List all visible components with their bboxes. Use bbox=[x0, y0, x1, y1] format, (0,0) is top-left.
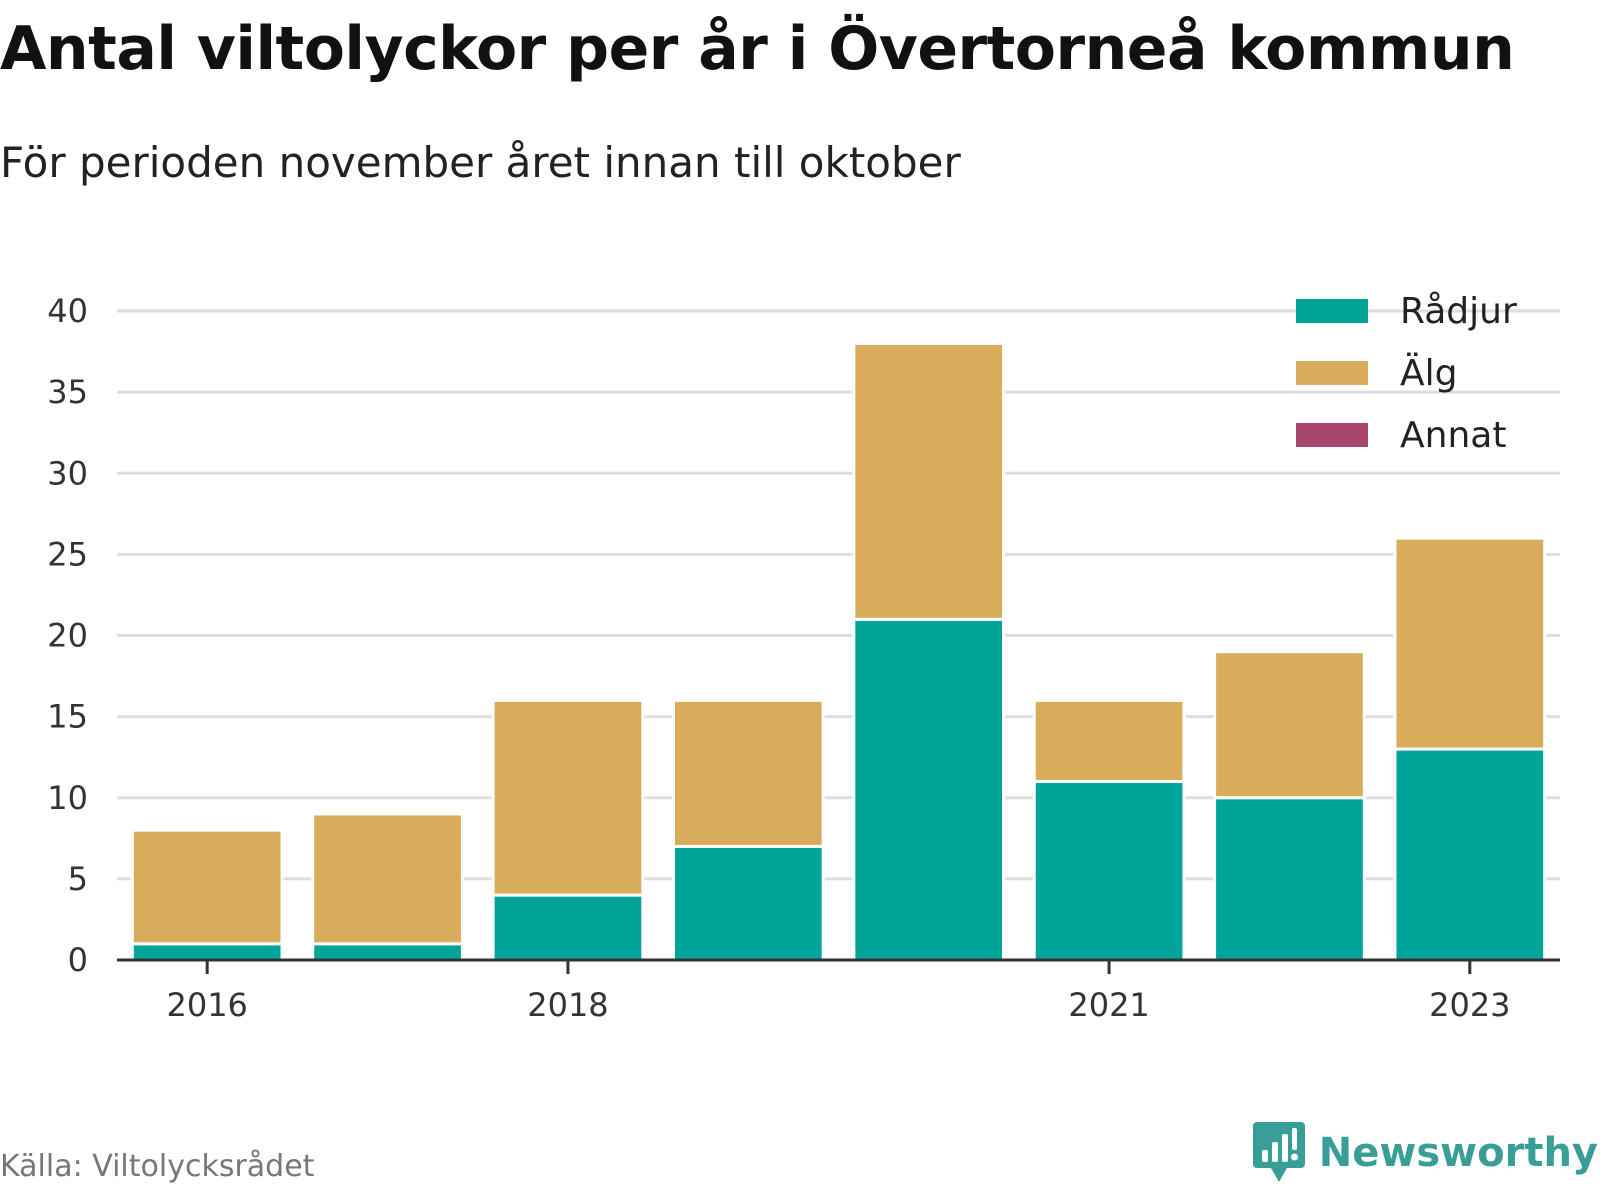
bar-segment-r-djur bbox=[130, 942, 284, 962]
bar-segment-r-djur bbox=[1213, 796, 1366, 962]
y-tick-label: 5 bbox=[68, 860, 88, 898]
legend-swatch-r-djur bbox=[1296, 299, 1368, 323]
x-tick-label: 2021 bbox=[1068, 986, 1149, 1024]
bar-segment-r-djur bbox=[491, 893, 645, 962]
y-tick-label: 0 bbox=[68, 941, 88, 979]
y-tick-label: 15 bbox=[47, 698, 88, 736]
legend-label: Rådjur bbox=[1400, 291, 1517, 332]
legend-swatch-lg bbox=[1296, 361, 1368, 385]
y-tick-label: 30 bbox=[47, 454, 88, 492]
y-tick-label: 10 bbox=[47, 779, 88, 817]
legend-swatch-annat bbox=[1296, 423, 1368, 447]
bar-segment-r-djur bbox=[311, 942, 464, 962]
newsworthy-logo-icon bbox=[1252, 1122, 1305, 1182]
bar-segment-lg bbox=[852, 341, 1006, 621]
brand-name: Newsworthy bbox=[1318, 1130, 1598, 1176]
y-tick-label: 35 bbox=[47, 373, 88, 411]
x-tick-label: 2018 bbox=[527, 986, 608, 1024]
bar-chart: 0 5 10 15 20 25 30 35 40 2016 2018 2021 2023 Rådjur Äl… bbox=[47, 291, 1560, 1024]
chart-subtitle: För perioden november året innan till ok… bbox=[0, 138, 961, 187]
legend-label: Annat bbox=[1400, 415, 1506, 456]
bar-segment-lg bbox=[491, 698, 645, 897]
bar-segment-lg bbox=[671, 698, 825, 848]
source-note: Källa: Viltolycksrådet bbox=[0, 1149, 315, 1184]
bar-segment-r-djur bbox=[671, 844, 825, 962]
x-tick-label: 2016 bbox=[166, 986, 247, 1024]
bar-segment-r-djur bbox=[1032, 780, 1186, 962]
brand-logo: Newsworthy bbox=[1252, 1122, 1598, 1184]
bar-segment-lg bbox=[1213, 650, 1366, 800]
bar-segment-r-djur bbox=[1393, 747, 1547, 962]
legend-label: Älg bbox=[1400, 352, 1457, 394]
y-tick-label: 25 bbox=[47, 535, 88, 573]
bar-segment-lg bbox=[311, 812, 464, 946]
bar-segment-r-djur bbox=[852, 617, 1006, 962]
bar-segment-lg bbox=[1032, 698, 1186, 784]
bar-segment-lg bbox=[130, 828, 284, 946]
y-tick-label: 20 bbox=[47, 617, 88, 655]
chart-title: Antal viltolyckor per år i Övertorneå ko… bbox=[0, 14, 1515, 84]
bar-segment-lg bbox=[1393, 536, 1547, 751]
x-tick-label: 2023 bbox=[1429, 986, 1510, 1024]
y-tick-label: 40 bbox=[47, 292, 88, 330]
